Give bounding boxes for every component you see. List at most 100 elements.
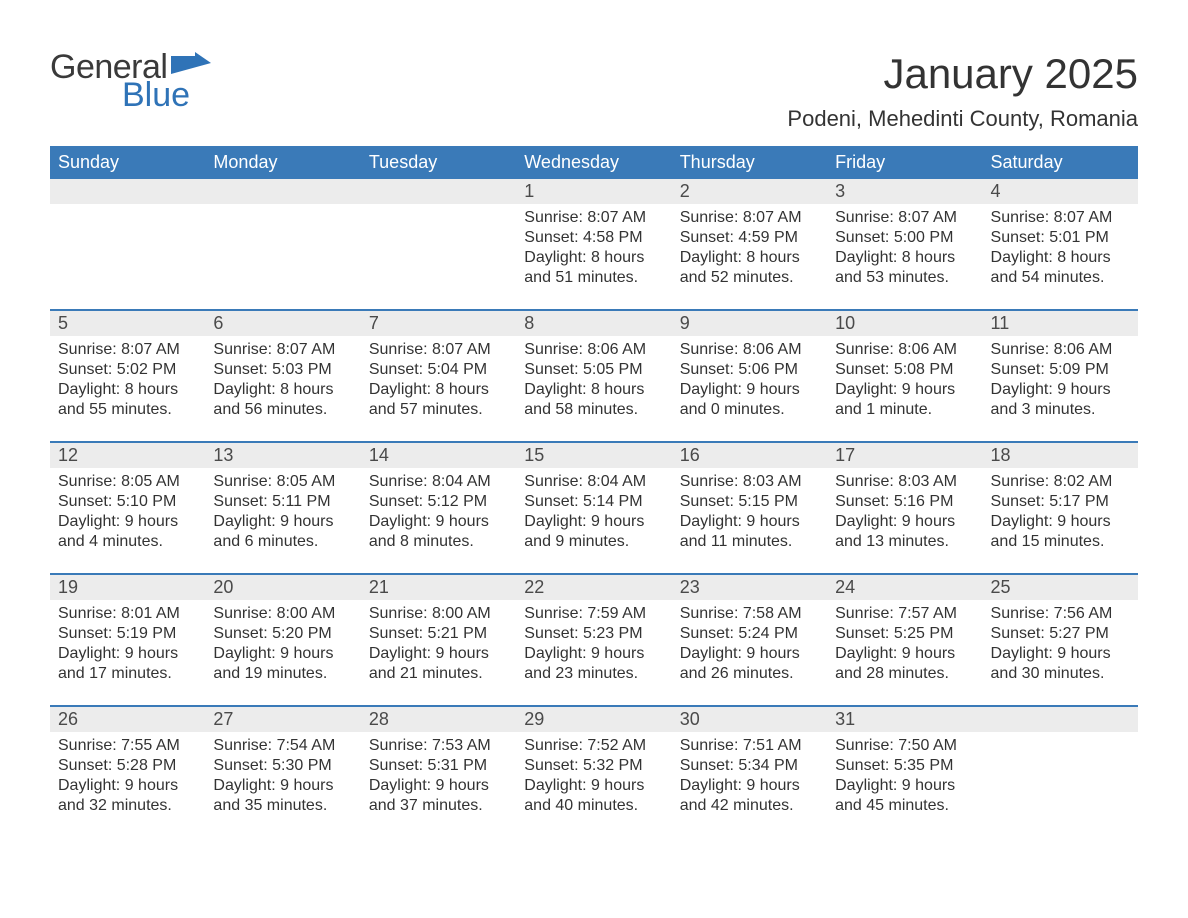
day-number: 25: [983, 575, 1138, 600]
weekday-header: Thursday: [672, 146, 827, 179]
location-subtitle: Podeni, Mehedinti County, Romania: [787, 106, 1138, 132]
day-line-ss: Sunset: 5:16 PM: [835, 492, 974, 512]
day-details: Sunrise: 7:50 AMSunset: 5:35 PMDaylight:…: [827, 732, 982, 826]
day-line-ss: Sunset: 5:00 PM: [835, 228, 974, 248]
day-details: Sunrise: 7:55 AMSunset: 5:28 PMDaylight:…: [50, 732, 205, 826]
day-line-sr: Sunrise: 8:04 AM: [369, 472, 508, 492]
calendar-week-row: 26Sunrise: 7:55 AMSunset: 5:28 PMDayligh…: [50, 707, 1138, 837]
weekday-header: Saturday: [983, 146, 1138, 179]
day-line-sr: Sunrise: 8:04 AM: [524, 472, 663, 492]
day-line-sr: Sunrise: 8:05 AM: [58, 472, 197, 492]
day-line-ss: Sunset: 5:12 PM: [369, 492, 508, 512]
day-line-d1: Daylight: 8 hours: [680, 248, 819, 268]
day-details: Sunrise: 8:05 AMSunset: 5:11 PMDaylight:…: [205, 468, 360, 562]
day-line-sr: Sunrise: 8:07 AM: [524, 208, 663, 228]
day-line-sr: Sunrise: 8:06 AM: [680, 340, 819, 360]
day-line-sr: Sunrise: 8:03 AM: [835, 472, 974, 492]
day-number: 19: [50, 575, 205, 600]
calendar-week-row: 1Sunrise: 8:07 AMSunset: 4:58 PMDaylight…: [50, 179, 1138, 310]
day-number: 31: [827, 707, 982, 732]
day-number: 23: [672, 575, 827, 600]
day-line-sr: Sunrise: 8:00 AM: [213, 604, 352, 624]
day-line-ss: Sunset: 5:19 PM: [58, 624, 197, 644]
day-line-sr: Sunrise: 7:51 AM: [680, 736, 819, 756]
day-line-d2: and 53 minutes.: [835, 268, 974, 288]
day-line-d2: and 52 minutes.: [680, 268, 819, 288]
day-number: 18: [983, 443, 1138, 468]
day-line-ss: Sunset: 5:24 PM: [680, 624, 819, 644]
day-line-ss: Sunset: 5:20 PM: [213, 624, 352, 644]
day-line-sr: Sunrise: 8:07 AM: [680, 208, 819, 228]
day-line-ss: Sunset: 5:01 PM: [991, 228, 1130, 248]
day-line-sr: Sunrise: 7:57 AM: [835, 604, 974, 624]
day-line-ss: Sunset: 5:28 PM: [58, 756, 197, 776]
day-line-d2: and 40 minutes.: [524, 796, 663, 816]
day-line-sr: Sunrise: 7:54 AM: [213, 736, 352, 756]
day-line-ss: Sunset: 5:11 PM: [213, 492, 352, 512]
day-line-d2: and 3 minutes.: [991, 400, 1130, 420]
day-line-d1: Daylight: 9 hours: [835, 512, 974, 532]
day-line-d1: Daylight: 9 hours: [369, 776, 508, 796]
day-line-d1: Daylight: 9 hours: [524, 644, 663, 664]
day-line-ss: Sunset: 4:58 PM: [524, 228, 663, 248]
day-line-ss: Sunset: 5:04 PM: [369, 360, 508, 380]
day-line-d1: Daylight: 9 hours: [680, 512, 819, 532]
day-line-d1: Daylight: 9 hours: [680, 776, 819, 796]
day-number: 4: [983, 179, 1138, 204]
day-details: Sunrise: 8:05 AMSunset: 5:10 PMDaylight:…: [50, 468, 205, 562]
day-number: 16: [672, 443, 827, 468]
day-line-ss: Sunset: 5:25 PM: [835, 624, 974, 644]
day-line-d2: and 58 minutes.: [524, 400, 663, 420]
day-details: Sunrise: 8:07 AMSunset: 5:01 PMDaylight:…: [983, 204, 1138, 298]
weekday-header: Sunday: [50, 146, 205, 179]
day-line-d2: and 1 minute.: [835, 400, 974, 420]
day-line-ss: Sunset: 5:06 PM: [680, 360, 819, 380]
day-details: Sunrise: 8:07 AMSunset: 4:59 PMDaylight:…: [672, 204, 827, 298]
calendar-day-cell: 5Sunrise: 8:07 AMSunset: 5:02 PMDaylight…: [50, 311, 205, 442]
day-line-d1: Daylight: 9 hours: [524, 776, 663, 796]
day-number: 21: [361, 575, 516, 600]
day-line-d2: and 57 minutes.: [369, 400, 508, 420]
day-line-d1: Daylight: 9 hours: [213, 644, 352, 664]
day-details: Sunrise: 8:06 AMSunset: 5:05 PMDaylight:…: [516, 336, 671, 430]
calendar-day-cell: 28Sunrise: 7:53 AMSunset: 5:31 PMDayligh…: [361, 707, 516, 837]
day-line-sr: Sunrise: 7:50 AM: [835, 736, 974, 756]
day-line-ss: Sunset: 5:23 PM: [524, 624, 663, 644]
calendar-day-cell: 10Sunrise: 8:06 AMSunset: 5:08 PMDayligh…: [827, 311, 982, 442]
day-line-sr: Sunrise: 8:02 AM: [991, 472, 1130, 492]
day-details: Sunrise: 7:54 AMSunset: 5:30 PMDaylight:…: [205, 732, 360, 826]
day-number: 20: [205, 575, 360, 600]
day-details: Sunrise: 7:58 AMSunset: 5:24 PMDaylight:…: [672, 600, 827, 694]
day-details: Sunrise: 7:56 AMSunset: 5:27 PMDaylight:…: [983, 600, 1138, 694]
calendar-day-cell: 23Sunrise: 7:58 AMSunset: 5:24 PMDayligh…: [672, 575, 827, 706]
calendar-day-cell: 22Sunrise: 7:59 AMSunset: 5:23 PMDayligh…: [516, 575, 671, 706]
day-number: 14: [361, 443, 516, 468]
calendar-day-cell: 14Sunrise: 8:04 AMSunset: 5:12 PMDayligh…: [361, 443, 516, 574]
calendar-day-cell: 15Sunrise: 8:04 AMSunset: 5:14 PMDayligh…: [516, 443, 671, 574]
day-line-d1: Daylight: 9 hours: [213, 776, 352, 796]
day-line-ss: Sunset: 5:03 PM: [213, 360, 352, 380]
day-details: Sunrise: 8:00 AMSunset: 5:20 PMDaylight:…: [205, 600, 360, 694]
day-line-d2: and 0 minutes.: [680, 400, 819, 420]
day-line-ss: Sunset: 5:35 PM: [835, 756, 974, 776]
day-details: Sunrise: 8:03 AMSunset: 5:16 PMDaylight:…: [827, 468, 982, 562]
calendar-week-row: 12Sunrise: 8:05 AMSunset: 5:10 PMDayligh…: [50, 443, 1138, 574]
calendar-day-cell: 25Sunrise: 7:56 AMSunset: 5:27 PMDayligh…: [983, 575, 1138, 706]
day-line-d2: and 55 minutes.: [58, 400, 197, 420]
calendar-day-cell: 30Sunrise: 7:51 AMSunset: 5:34 PMDayligh…: [672, 707, 827, 837]
weekday-header: Tuesday: [361, 146, 516, 179]
day-line-d2: and 32 minutes.: [58, 796, 197, 816]
day-line-d1: Daylight: 9 hours: [369, 512, 508, 532]
day-line-d1: Daylight: 9 hours: [680, 380, 819, 400]
day-line-d2: and 6 minutes.: [213, 532, 352, 552]
day-number: 1: [516, 179, 671, 204]
day-details: Sunrise: 8:04 AMSunset: 5:12 PMDaylight:…: [361, 468, 516, 562]
day-number: 12: [50, 443, 205, 468]
day-number: 8: [516, 311, 671, 336]
day-line-ss: Sunset: 5:21 PM: [369, 624, 508, 644]
day-line-d2: and 11 minutes.: [680, 532, 819, 552]
day-line-d2: and 19 minutes.: [213, 664, 352, 684]
day-details: Sunrise: 7:52 AMSunset: 5:32 PMDaylight:…: [516, 732, 671, 826]
day-line-d1: Daylight: 8 hours: [369, 380, 508, 400]
day-details: Sunrise: 8:06 AMSunset: 5:09 PMDaylight:…: [983, 336, 1138, 430]
